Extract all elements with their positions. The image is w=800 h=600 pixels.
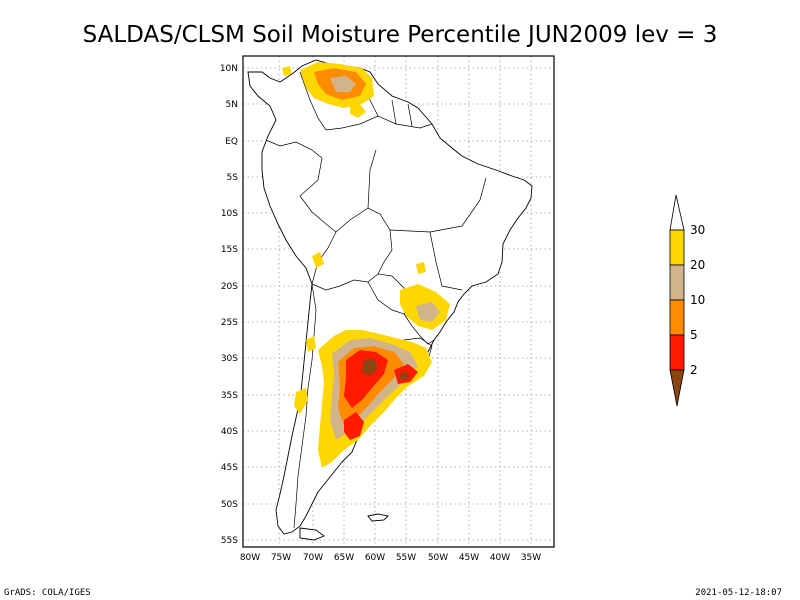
region-argentina-very-dry [344, 350, 388, 408]
lat-label-45s: 45S [221, 463, 238, 473]
lat-label-5s: 5S [227, 173, 239, 183]
border-brazil-north [325, 115, 433, 131]
legend-swatch-red [669, 334, 685, 371]
lon-label-50w: 50W [428, 553, 448, 563]
region-andes-patch [294, 388, 308, 414]
longitude-labels: 80W 75W 70W 65W 60W 55W 50W 45W 40W 35W [240, 553, 541, 563]
region-se-brazil-moderate [416, 302, 440, 322]
region-andes-north-patch [312, 252, 324, 268]
legend-label-5: 5 [690, 328, 698, 342]
border-peru-brazil [299, 157, 337, 233]
map-title: SALDAS/CLSM Soil Moisture Percentile JUN… [83, 22, 718, 48]
footer-timestamp: 2021-05-12-18:07 [695, 588, 782, 598]
border-colombia-venezuela [299, 71, 327, 131]
legend-swatch-yellow [669, 229, 685, 266]
lat-label-55s: 55S [221, 536, 238, 546]
legend-label-10: 10 [690, 293, 705, 307]
tierra-del-fuego [299, 527, 325, 541]
legend-tip-white [669, 194, 685, 231]
map-frame [242, 55, 555, 548]
legend-swatch-tan [669, 264, 685, 301]
lon-label-35w: 35W [521, 553, 541, 563]
region-uruguay-extreme [398, 372, 410, 380]
lat-label-15s: 15S [221, 245, 238, 255]
falkland-islands [367, 513, 389, 522]
lat-label-eq: EQ [225, 137, 238, 147]
latitude-labels: 10N 5N EQ 5S 10S 15S 20S 25S 30S 35S 40S… [220, 64, 238, 546]
border-peru-bolivia [311, 231, 337, 285]
lon-label-60w: 60W [365, 553, 385, 563]
region-buenos-aires-very-dry [344, 412, 364, 440]
legend-swatch-orange [669, 299, 685, 336]
border-guianas [391, 99, 413, 127]
border-bolivia-south [311, 273, 379, 291]
lon-label-45w: 45W [459, 553, 479, 563]
border-bolivia-brazil [335, 207, 393, 275]
border-colombia-ecuador-peru [265, 139, 323, 159]
border-brazil-internal [367, 149, 487, 291]
soil-moisture-shading [282, 62, 450, 468]
lat-label-40s: 40S [221, 427, 238, 437]
lon-label-80w: 80W [240, 553, 260, 563]
region-se-brazil-patch [416, 262, 426, 274]
region-north-moderate [330, 76, 356, 92]
region-north-patch [350, 104, 366, 118]
lat-label-10s: 10S [221, 209, 238, 219]
region-chile-north-patch [306, 336, 316, 352]
legend-label-2: 2 [690, 363, 698, 377]
lat-label-30s: 30S [221, 354, 238, 364]
lon-label-70w: 70W [303, 553, 323, 563]
region-patagonia-slight [322, 436, 338, 462]
lat-label-20s: 20S [221, 282, 238, 292]
border-argentina-brazil [403, 313, 435, 345]
legend-tip-brown [669, 369, 685, 407]
lat-label-50s: 50S [221, 500, 238, 510]
lat-label-5n: 5N [226, 100, 238, 110]
lat-label-25s: 25S [221, 318, 238, 328]
legend-label-20: 20 [690, 258, 705, 272]
region-argentina-extreme [362, 358, 378, 376]
footer-credit: GrADS: COLA/IGES [4, 588, 91, 598]
lat-label-10n: 10N [220, 64, 238, 74]
color-legend: 30 20 10 5 2 [669, 194, 705, 407]
border-chile-argentina [293, 283, 317, 529]
region-northwest-patch [282, 66, 292, 76]
lon-label-75w: 75W [271, 553, 291, 563]
legend-label-30: 30 [690, 223, 705, 237]
lat-label-35s: 35S [221, 391, 238, 401]
lon-label-65w: 65W [334, 553, 354, 563]
lon-label-40w: 40W [490, 553, 510, 563]
lon-label-55w: 55W [396, 553, 416, 563]
